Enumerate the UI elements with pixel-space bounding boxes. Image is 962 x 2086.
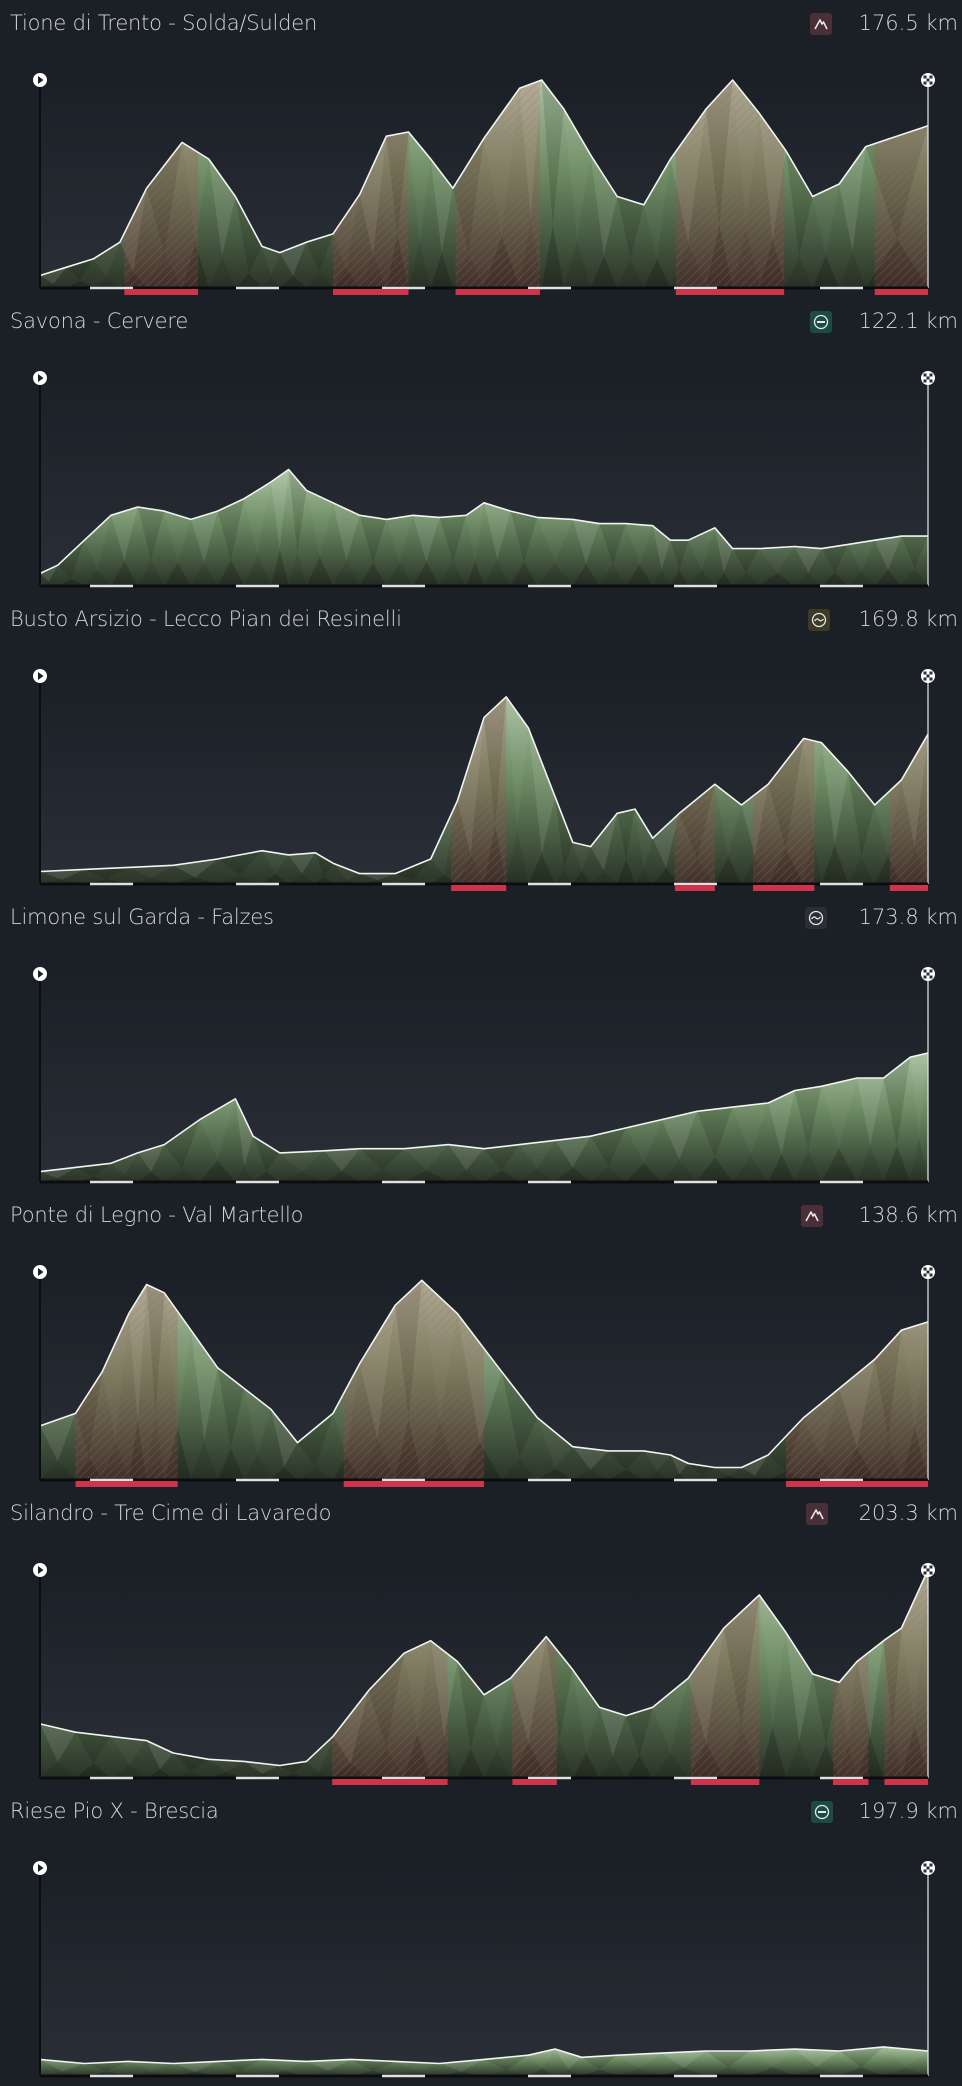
stage-title: Tione di Trento - Solda/Sulden — [10, 11, 318, 35]
stage-profile-card[interactable]: Silandro - Tre Cime di Lavaredo 203.3 km — [0, 1490, 962, 1788]
climb-bar — [674, 885, 715, 891]
elevation-profile-chart — [33, 1854, 935, 2078]
start-flag-icon — [33, 967, 47, 981]
climb-bar — [512, 1779, 557, 1785]
climb-bar — [451, 885, 507, 891]
elevation-line — [39, 1569, 929, 1767]
elevation-line — [39, 696, 929, 875]
elevation-area — [40, 2046, 928, 2076]
climb-bar — [785, 1481, 928, 1487]
elevation-line — [39, 2046, 929, 2065]
elevation-line — [39, 79, 929, 277]
elevation-profile-chart — [33, 662, 935, 891]
stage-title: Ponte di Legno - Val Martello — [10, 1203, 304, 1227]
elevation-area — [40, 469, 928, 586]
finish-flag-icon — [921, 371, 935, 385]
start-flag-icon — [33, 1265, 47, 1279]
climb-bar — [455, 289, 540, 295]
finish-flag-icon — [921, 967, 935, 981]
stage-distance: 197.9 km — [858, 1799, 958, 1823]
elevation-facets — [40, 469, 928, 586]
mountain-icon — [801, 1205, 823, 1227]
flat-icon — [811, 1801, 833, 1823]
climb-bar — [343, 1481, 484, 1487]
climb-bar — [675, 289, 785, 295]
stage-title: Savona - Cervere — [10, 309, 189, 333]
climb-bar — [124, 289, 199, 295]
stage-profile-card[interactable]: Savona - Cervere 122.1 km — [0, 298, 962, 596]
elevation-profile-chart — [33, 1258, 935, 1487]
stage-profile-card[interactable]: Busto Arsizio - Lecco Pian dei Resinelli… — [0, 596, 962, 894]
stage-profile-card[interactable]: Ponte di Legno - Val Martello 138.6 km — [0, 1192, 962, 1490]
climb-bar — [832, 1779, 869, 1785]
start-flag-icon — [33, 1861, 47, 1875]
climb-bar — [690, 1779, 760, 1785]
elevation-profile-chart — [33, 66, 935, 295]
stage-distance: 169.8 km — [858, 607, 958, 631]
elevation-area — [40, 1053, 928, 1182]
elevation-line — [39, 1279, 929, 1469]
finish-flag-icon — [921, 1265, 935, 1279]
elevation-line — [39, 1052, 929, 1173]
stage-title: Riese Pio X - Brescia — [10, 1799, 219, 1823]
climb-bar — [75, 1481, 178, 1487]
climb-bar — [333, 289, 409, 295]
start-flag-icon — [33, 669, 47, 683]
start-flag-icon — [33, 1563, 47, 1577]
stage-distance: 138.6 km — [858, 1203, 958, 1227]
mountain-icon — [810, 13, 832, 35]
stage-title: Busto Arsizio - Lecco Pian dei Resinelli — [10, 607, 402, 631]
stage-title: Silandro - Tre Cime di Lavaredo — [10, 1501, 332, 1525]
hilly-icon — [805, 907, 827, 929]
climb-bar — [332, 1779, 448, 1785]
start-flag-icon — [33, 73, 47, 87]
climb-bar — [889, 885, 928, 891]
stage-profile-card[interactable]: Limone sul Garda - Falzes 173.8 km — [0, 894, 962, 1192]
climb-bar — [884, 1779, 928, 1785]
finish-flag-icon — [921, 669, 935, 683]
finish-flag-icon — [921, 1563, 935, 1577]
mountain-icon — [806, 1503, 828, 1525]
elevation-line — [39, 468, 928, 575]
stage-distance: 176.5 km — [858, 11, 958, 35]
stage-profile-card[interactable]: Tione di Trento - Solda/Sulden 176.5 km — [0, 0, 962, 298]
stage-distance: 122.1 km — [858, 309, 958, 333]
elevation-profile-chart — [33, 960, 935, 1184]
elevation-profile-chart — [33, 364, 935, 588]
stage-distance: 203.3 km — [858, 1501, 958, 1525]
climb-bar — [874, 289, 928, 295]
stage-profile-card[interactable]: Riese Pio X - Brescia 197.9 km — [0, 1788, 962, 2086]
stage-distance: 173.8 km — [858, 905, 958, 929]
elevation-facets — [40, 1053, 928, 1182]
start-flag-icon — [33, 371, 47, 385]
stage-title: Limone sul Garda - Falzes — [10, 905, 274, 929]
finish-flag-icon — [921, 73, 935, 87]
finish-flag-icon — [921, 1861, 935, 1875]
chart-background — [40, 1854, 928, 2076]
flat-icon — [810, 311, 832, 333]
elevation-profile-chart — [33, 1556, 935, 1785]
climb-bar — [753, 885, 815, 891]
hilly-icon — [808, 609, 830, 631]
